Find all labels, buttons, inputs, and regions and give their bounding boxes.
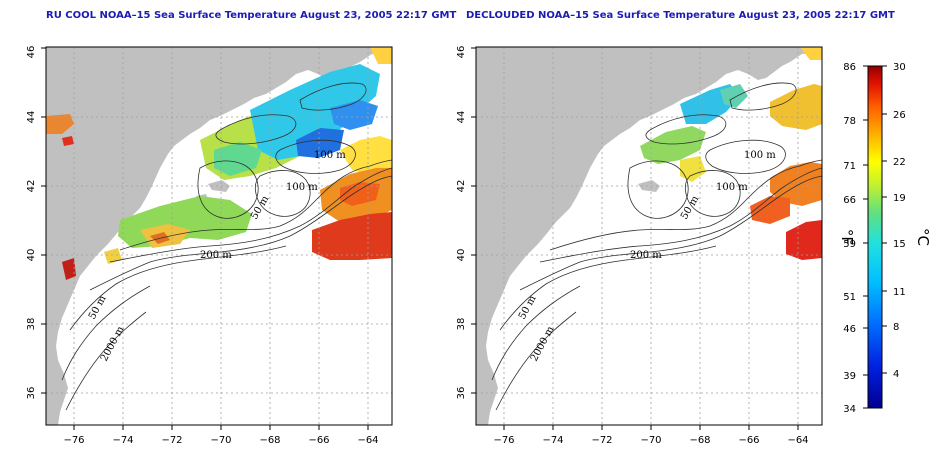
colorbar-f-tick: 59 (843, 239, 856, 250)
left-lon-tick: −70 (210, 435, 231, 446)
colorbar-c-tick: 30 (893, 62, 906, 73)
left-lon-tick: −76 (63, 435, 84, 446)
left-contour-label-100m-a: 100 m (314, 150, 346, 161)
left-lat-tick: 36 (26, 387, 37, 400)
left-lat-tick-labels: 36 38 40 42 44 46 (26, 46, 37, 400)
right-lon-tick: −68 (689, 435, 710, 446)
colorbar-f-tick: 66 (843, 195, 856, 206)
colorbar-fahrenheit-label: °F (838, 229, 856, 245)
right-lat-tick: 46 (456, 46, 467, 59)
left-contour-label-100m-b: 100 m (286, 182, 318, 193)
right-lat-tick: 36 (456, 387, 467, 400)
right-map-title: DECLOUDED NOAA–15 Sea Surface Temperatur… (466, 10, 895, 21)
left-lat-tick: 42 (26, 180, 37, 193)
left-lon-tick: −74 (112, 435, 133, 446)
left-lon-tick: −68 (259, 435, 280, 446)
left-axis-ticks (41, 47, 369, 430)
left-lat-tick: 44 (26, 111, 37, 124)
colorbar: 86 78 71 66 59 51 46 39 34 30 26 22 19 1… (838, 62, 932, 415)
left-lon-tick: −72 (161, 435, 182, 446)
right-map-frame (475, 46, 823, 426)
left-contour-label-200m: 200 m (200, 250, 232, 261)
colorbar-f-tick: 34 (843, 404, 856, 415)
right-lon-tick: −74 (542, 435, 563, 446)
right-lat-tick: 42 (456, 180, 467, 193)
right-bathymetry-contours (491, 82, 822, 411)
left-land (46, 47, 392, 425)
right-lon-tick: −70 (640, 435, 661, 446)
left-lon-tick: −66 (308, 435, 329, 446)
colorbar-c-tick: 26 (893, 110, 906, 121)
right-lat-tick: 40 (456, 249, 467, 262)
colorbar-c-tick: 22 (893, 157, 906, 168)
right-lat-tick: 38 (456, 318, 467, 331)
right-lon-tick: −64 (787, 435, 808, 446)
right-lon-tick: −76 (493, 435, 514, 446)
right-contour-label-100m-b: 100 m (716, 182, 748, 193)
right-grid (476, 47, 822, 425)
colorbar-gradient (867, 65, 883, 409)
left-map-area: 100 m 100 m 50 m 200 m 50 m 2000 m (46, 47, 392, 425)
right-lon-tick: −72 (591, 435, 612, 446)
left-grid (46, 47, 392, 425)
colorbar-celsius-label: °C (914, 228, 932, 246)
colorbar-f-tick: 71 (843, 161, 856, 172)
right-sst-field (640, 47, 822, 260)
colorbar-f-tick: 46 (843, 324, 856, 335)
right-contour-label-200m: 200 m (630, 250, 662, 261)
right-land (476, 47, 822, 425)
left-lat-tick: 40 (26, 249, 37, 262)
right-axis-ticks (471, 47, 799, 430)
left-map-frame (45, 46, 393, 426)
right-lat-tick: 44 (456, 111, 467, 124)
colorbar-f-tick: 78 (843, 116, 856, 127)
left-map-title: RU COOL NOAA–15 Sea Surface Temperature … (46, 10, 457, 21)
colorbar-c-tick: 19 (893, 193, 906, 204)
right-map-area: 100 m 100 m 50 m 200 m 50 m 2000 m (476, 47, 822, 425)
left-lon-tick: −64 (357, 435, 378, 446)
colorbar-c-tick: 4 (893, 369, 899, 380)
colorbar-c-tick: 15 (893, 239, 906, 250)
colorbar-f-tick: 51 (843, 292, 856, 303)
colorbar-f-tick: 86 (843, 62, 856, 73)
colorbar-c-tick: 11 (893, 287, 906, 298)
right-lon-tick: −66 (738, 435, 759, 446)
colorbar-c-tick: 8 (893, 322, 899, 333)
right-lon-tick-labels: −76 −74 −72 −70 −68 −66 −64 (493, 435, 808, 446)
right-contour-label-100m-a: 100 m (744, 150, 776, 161)
left-lon-tick-labels: −76 −74 −72 −70 −68 −66 −64 (63, 435, 378, 446)
left-bathymetry-contours (61, 82, 392, 411)
colorbar-f-tick: 39 (843, 371, 856, 382)
left-lat-tick: 38 (26, 318, 37, 331)
right-lat-tick-labels: 36 38 40 42 44 46 (456, 46, 467, 400)
left-lat-tick: 46 (26, 46, 37, 59)
